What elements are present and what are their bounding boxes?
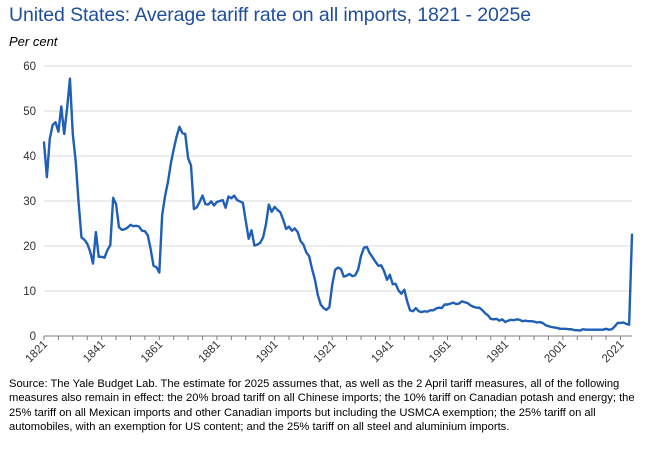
y-tick-label: 10 bbox=[23, 286, 36, 298]
gridlines bbox=[44, 65, 632, 292]
x-tick-label: 1861 bbox=[139, 339, 166, 366]
y-tick-label: 60 bbox=[23, 61, 36, 73]
y-axis-unit-label: Per cent bbox=[9, 34, 58, 49]
y-axis: 0 10 20 30 40 50 60 bbox=[23, 61, 36, 343]
y-tick-label: 20 bbox=[23, 241, 36, 253]
x-tick-label: 1941 bbox=[369, 339, 396, 366]
x-tick-label: 1901 bbox=[254, 339, 281, 366]
source-note: Source: The Yale Budget Lab. The estimat… bbox=[9, 378, 635, 434]
x-tick-label: 1981 bbox=[485, 339, 512, 366]
tariff-line-chart: 0 10 20 30 40 50 60 1821 1841 1861 1881 1901 1921 19… bbox=[23, 61, 634, 366]
y-tick-label: 0 bbox=[30, 331, 36, 343]
x-tick-label: 1841 bbox=[81, 339, 108, 366]
x-tick-label: 1881 bbox=[196, 339, 223, 366]
x-tick-label: 1821 bbox=[24, 339, 51, 366]
series-line-0 bbox=[42, 77, 634, 332]
series bbox=[42, 77, 634, 332]
x-tick-label: 1961 bbox=[427, 339, 454, 366]
y-tick-label: 40 bbox=[23, 151, 36, 163]
x-tick-label: 2021 bbox=[600, 339, 627, 366]
chart-title: United States: Average tariff rate on al… bbox=[9, 4, 531, 26]
y-tick-label: 50 bbox=[23, 106, 36, 118]
x-tick-label: 2001 bbox=[542, 339, 569, 366]
x-tick-label: 1921 bbox=[312, 339, 339, 366]
x-axis: 1821 1841 1861 1881 1901 1921 1941 1961 1981 2001… bbox=[24, 335, 632, 366]
y-tick-label: 30 bbox=[23, 196, 36, 208]
